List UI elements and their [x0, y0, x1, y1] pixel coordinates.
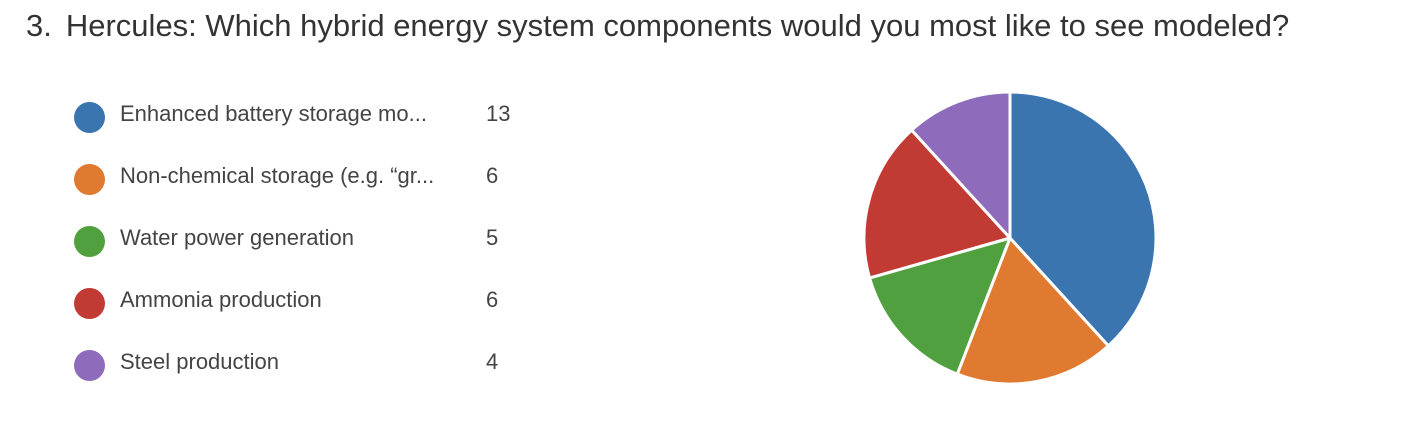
chart-legend: Enhanced battery storage mo... 13 Non-ch…	[74, 93, 594, 403]
pie-slice	[910, 90, 1012, 240]
legend-item: Non-chemical storage (e.g. “gr... 6	[74, 155, 594, 217]
legend-label: Ammonia production	[120, 287, 322, 312]
legend-swatch-icon	[74, 288, 105, 319]
legend-item: Enhanced battery storage mo... 13	[74, 93, 594, 155]
legend-label: Enhanced battery storage mo...	[120, 101, 427, 126]
pie-chart-svg	[862, 90, 1158, 386]
legend-item: Steel production 4	[74, 341, 594, 403]
legend-value: 6	[486, 287, 499, 312]
legend-label: Non-chemical storage (e.g. “gr...	[120, 163, 435, 188]
legend-item: Water power generation 5	[74, 217, 594, 279]
pie-chart	[860, 88, 1160, 388]
legend-swatch-icon	[74, 226, 105, 257]
legend-label: Steel production	[120, 349, 279, 374]
legend-value: 4	[486, 349, 499, 374]
legend-value: 6	[486, 163, 499, 188]
legend-swatch-icon	[74, 102, 105, 133]
question-text: Hercules: Which hybrid energy system com…	[65, 8, 1290, 43]
question-title: 3. Hercules: Which hybrid energy system …	[26, 8, 1289, 44]
pie-slice	[868, 236, 1012, 376]
legend-label: Water power generation	[120, 225, 354, 250]
legend-swatch-icon	[74, 164, 105, 195]
legend-item: Ammonia production 6	[74, 279, 594, 341]
legend-swatch-icon	[74, 350, 105, 381]
legend-value: 13	[486, 101, 511, 126]
legend-value: 5	[486, 225, 499, 250]
pie-slice	[1008, 90, 1158, 348]
question-number: 3.	[26, 8, 52, 43]
pie-slice	[862, 128, 1012, 280]
pie-slice	[955, 236, 1110, 386]
